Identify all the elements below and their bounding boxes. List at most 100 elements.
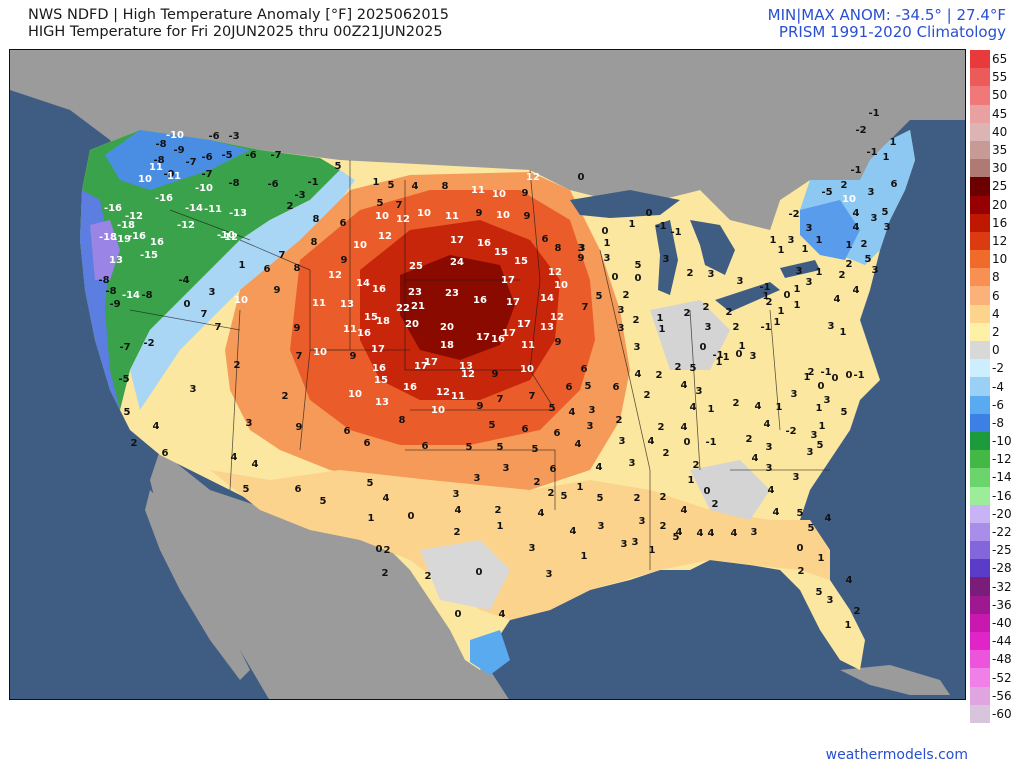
light-blue-band [130,170,355,410]
anomaly-value: 2 [675,362,682,373]
legend-label: 10 [992,252,1008,267]
anomaly-value: 1 [818,553,825,564]
anomaly-value: 1 [845,620,852,631]
anomaly-value: 4 [569,407,576,418]
anomaly-value: 5 [388,180,395,191]
anomaly-value: 9 [578,253,585,264]
anomaly-value: 8 [294,263,301,274]
legend-swatch [970,595,990,615]
map-title-line1: NWS NDFD | High Temperature Anomaly [°F]… [28,7,449,23]
anomaly-value: 1 [846,240,853,251]
anomaly-value: 20 [440,322,454,333]
mexico-land [150,450,509,699]
anomaly-value: 4 [853,208,860,219]
anomaly-value: 3 [546,569,553,580]
anomaly-value: -12 [177,220,195,231]
anomaly-value: 1 [890,137,897,148]
legend-label: -60 [992,706,1012,721]
anomaly-value: 2 [616,415,623,426]
anomaly-value: 3 [598,521,605,532]
anomaly-value: 0 [476,567,483,578]
anomaly-value: 3 [737,276,744,287]
purple-zone [90,220,120,280]
anomaly-value: 5 [841,407,848,418]
legend-swatch [970,341,990,360]
anomaly-value: 0 [184,299,191,310]
anomaly-value: 2 [623,290,630,301]
cool-patch-south-texas [470,630,510,675]
anomaly-value: 10 [353,240,367,251]
anomaly-value: 3 [828,321,835,332]
anomaly-value: 9 [524,211,531,222]
anomaly-value: 24 [450,257,464,268]
legend-swatch [970,632,990,651]
anomaly-value: 7 [582,302,589,313]
anomaly-value: 3 [529,543,536,554]
anomaly-value: 6 [522,424,529,435]
anomaly-value: -5 [221,150,232,161]
anomaly-value: -3 [294,190,305,201]
legend-label: 55 [992,70,1008,85]
legend-swatch [970,195,990,215]
canada-land [10,50,965,240]
anomaly-value: 7 [215,322,222,333]
anomaly-value: 2 [282,391,289,402]
legend-label: -20 [992,506,1012,521]
anomaly-value: 9 [522,188,529,199]
anomaly-value: 15 [514,256,528,267]
anomaly-value: 6 [364,438,371,449]
anomaly-value: 1 [581,551,588,562]
anomaly-value: 2 [384,545,391,556]
lake-michigan [655,220,678,295]
anomaly-value: 2 [766,297,773,308]
anomaly-value: 15 [374,375,388,386]
anomaly-value: 4 [697,528,704,539]
anomaly-value: 15 [494,247,508,258]
anomaly-value: 2 [633,315,640,326]
anomaly-value: -7 [119,342,130,353]
anomaly-value: 11 [451,391,465,402]
anomaly-value: 1 [778,245,785,256]
anomaly-value: 4 [681,505,688,516]
anomaly-value: -9 [173,145,184,156]
anomaly-value: -1 [759,282,770,293]
anomaly-value: 0 [704,486,711,497]
lake-ontario [780,260,820,278]
legend-label: -52 [992,670,1012,685]
anomaly-value: 1 [778,306,785,317]
anomaly-value: 2 [726,307,733,318]
anomaly-value: 22 [396,303,410,314]
anomaly-value: 15 [364,312,378,323]
anomaly-value: 3 [708,269,715,280]
neutral-patch-texas [420,540,510,610]
neutral-patch-midwest [650,300,730,370]
anomaly-value: 4 [635,369,642,380]
anomaly-value: 10 [348,389,362,400]
anomaly-value: 1 [840,327,847,338]
anomaly-value: 2 [644,390,651,401]
anomaly-value: 3 [827,595,834,606]
anomaly-value: 4 [731,528,738,539]
anomaly-value: 4 [834,294,841,305]
anomaly-value: 0 [736,349,743,360]
legend-label: 20 [992,197,1008,212]
anomaly-value: 6 [422,441,429,452]
anomaly-value: 9 [296,422,303,433]
anomaly-value: 11 [521,340,535,351]
legend-label: 12 [992,233,1008,248]
anomaly-value: -18 [117,220,135,231]
anomaly-value: -1 [705,437,716,448]
anomaly-value: 3 [811,430,818,441]
legend-label: 0 [992,343,1000,358]
cuba-land [840,665,950,695]
anomaly-value: 4 [575,439,582,450]
anomaly-value: 5 [377,198,384,209]
legend-label: -2 [992,361,1004,376]
legend-label: 2 [992,324,1000,339]
anomaly-value: 3 [766,442,773,453]
anomaly-value: 4 [499,609,506,620]
anomaly-value: 1 [688,475,695,486]
anomaly-value: 11 [149,162,163,173]
anomaly-value: 16 [357,328,371,339]
anomaly-value: -1 [868,108,879,119]
